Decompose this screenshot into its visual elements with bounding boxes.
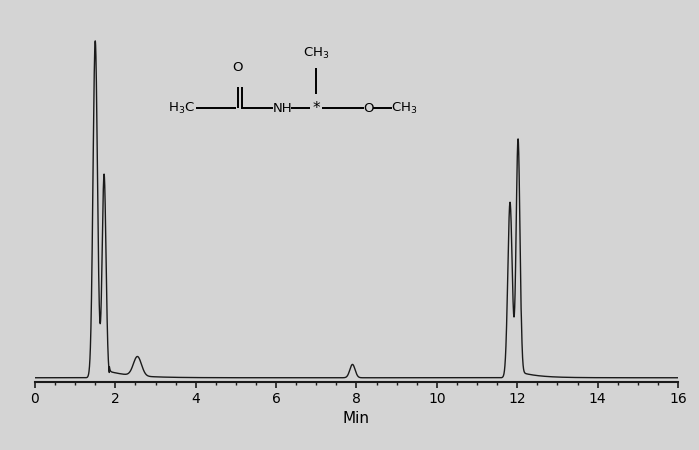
- Text: O: O: [363, 102, 374, 115]
- Text: *: *: [312, 101, 320, 116]
- X-axis label: Min: Min: [343, 411, 370, 426]
- Text: H$_3$C: H$_3$C: [168, 101, 195, 116]
- Text: CH$_3$: CH$_3$: [303, 46, 329, 61]
- Text: O: O: [233, 61, 243, 74]
- Text: CH$_3$: CH$_3$: [391, 101, 418, 116]
- Text: NH: NH: [273, 102, 292, 115]
